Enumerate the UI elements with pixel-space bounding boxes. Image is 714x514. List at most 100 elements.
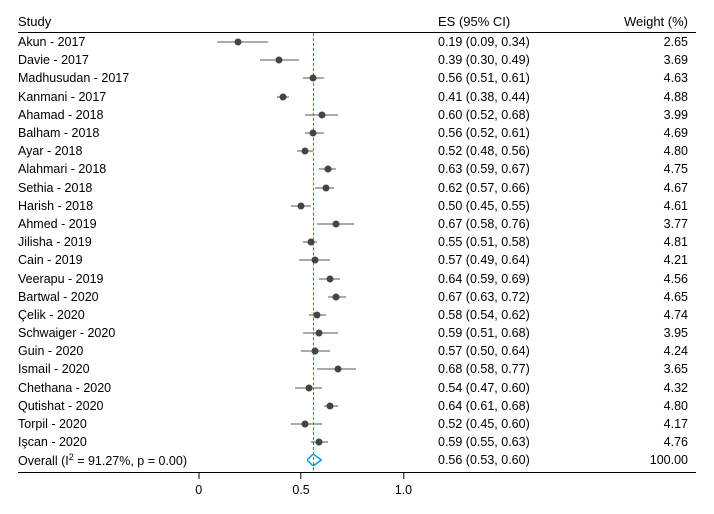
study-plot-cell xyxy=(168,324,428,342)
x-axis: 0 0.5 1.0 xyxy=(18,472,696,513)
point-marker xyxy=(310,130,317,137)
study-label: Çelik - 2020 xyxy=(18,308,168,322)
point-marker xyxy=(316,330,323,337)
study-label: Akun - 2017 xyxy=(18,35,168,49)
weight-value: 4.61 xyxy=(598,199,694,213)
es-value: 0.60 (0.52, 0.68) xyxy=(428,108,598,122)
point-marker xyxy=(310,75,317,82)
study-label: Veerapu - 2019 xyxy=(18,272,168,286)
study-plot-cell xyxy=(168,106,428,124)
study-plot-cell xyxy=(168,233,428,251)
study-row: Qutishat - 20200.64 (0.61, 0.68)4.80 xyxy=(18,397,696,415)
point-marker xyxy=(275,57,282,64)
weight-value: 4.88 xyxy=(598,90,694,104)
study-row: Harish - 2018 0.50 (0.45, 0.55)4.61 xyxy=(18,197,696,215)
study-row: Ahmed - 2019 0.67 (0.58, 0.76)3.77 xyxy=(18,215,696,233)
study-row: Torpil - 20200.52 (0.45, 0.60)4.17 xyxy=(18,415,696,433)
study-label: Ahmed - 2019 xyxy=(18,217,168,231)
tick-line xyxy=(198,473,199,479)
point-marker xyxy=(334,366,341,373)
weight-value: 4.74 xyxy=(598,308,694,322)
study-label: Ismail - 2020 xyxy=(18,362,168,376)
es-value: 0.52 (0.48, 0.56) xyxy=(428,144,598,158)
ci-line xyxy=(217,42,268,43)
study-plot-cell xyxy=(168,179,428,197)
weight-value: 4.69 xyxy=(598,126,694,140)
weight-value: 3.69 xyxy=(598,53,694,67)
es-value: 0.39 (0.30, 0.49) xyxy=(428,53,598,67)
study-plot-cell xyxy=(168,379,428,397)
weight-value: 4.76 xyxy=(598,435,694,449)
study-plot-cell xyxy=(168,160,428,178)
tick-label: 0.5 xyxy=(292,483,309,497)
study-row: Madhusudan - 2017 0.56 (0.51, 0.61)4.63 xyxy=(18,69,696,87)
study-label: Cain - 2019 xyxy=(18,253,168,267)
weight-value: 4.75 xyxy=(598,162,694,176)
study-row: Cain - 20190.57 (0.49, 0.64)4.21 xyxy=(18,251,696,269)
axis-tick: 0 xyxy=(195,473,202,497)
point-marker xyxy=(279,93,286,100)
weight-value: 3.77 xyxy=(598,217,694,231)
study-plot-cell xyxy=(168,142,428,160)
es-value: 0.56 (0.51, 0.61) xyxy=(428,71,598,85)
tick-line xyxy=(403,473,404,479)
weight-value: 4.24 xyxy=(598,344,694,358)
study-label: Işcan - 2020 xyxy=(18,435,168,449)
weight-value: 4.63 xyxy=(598,71,694,85)
study-plot-cell xyxy=(168,124,428,142)
study-row: Jilisha - 20190.55 (0.51, 0.58)4.81 xyxy=(18,233,696,251)
weight-value: 4.67 xyxy=(598,181,694,195)
study-label: Schwaiger - 2020 xyxy=(18,326,168,340)
study-row: Alahmari - 20180.63 (0.59, 0.67)4.75 xyxy=(18,160,696,178)
study-row: Ayar - 20180.52 (0.48, 0.56)4.80 xyxy=(18,142,696,160)
header-row: Study ES (95% CI) Weight (%) xyxy=(18,10,696,33)
header-plot-gap xyxy=(168,10,428,32)
study-plot-cell xyxy=(168,88,428,106)
tick-label: 1.0 xyxy=(395,483,412,497)
point-marker xyxy=(302,148,309,155)
point-marker xyxy=(324,166,331,173)
point-marker xyxy=(316,439,323,446)
study-row: Akun - 20170.19 (0.09, 0.34)2.65 xyxy=(18,33,696,51)
point-marker xyxy=(332,293,339,300)
overall-es-value: 0.56 (0.53, 0.60) xyxy=(428,453,598,467)
study-label: Madhusudan - 2017 xyxy=(18,71,168,85)
study-label: Jilisha - 2019 xyxy=(18,235,168,249)
weight-value: 4.81 xyxy=(598,235,694,249)
study-row: Çelik - 2020 0.58 (0.54, 0.62)4.74 xyxy=(18,306,696,324)
study-plot-cell xyxy=(168,197,428,215)
weight-value: 4.32 xyxy=(598,381,694,395)
point-marker xyxy=(318,111,325,118)
point-marker xyxy=(302,421,309,428)
es-value: 0.67 (0.58, 0.76) xyxy=(428,217,598,231)
study-plot-cell xyxy=(168,433,428,451)
study-label: Bartwal - 2020 xyxy=(18,290,168,304)
es-value: 0.41 (0.38, 0.44) xyxy=(428,90,598,104)
es-value: 0.57 (0.49, 0.64) xyxy=(428,253,598,267)
es-value: 0.50 (0.45, 0.55) xyxy=(428,199,598,213)
es-value: 0.58 (0.54, 0.62) xyxy=(428,308,598,322)
study-row: Chethana - 20200.54 (0.47, 0.60)4.32 xyxy=(18,379,696,397)
point-marker xyxy=(234,39,241,46)
study-plot-cell xyxy=(168,397,428,415)
study-plot-cell xyxy=(168,251,428,269)
es-value: 0.64 (0.61, 0.68) xyxy=(428,399,598,413)
weight-value: 3.99 xyxy=(598,108,694,122)
overall-plot-cell xyxy=(218,451,428,469)
tick-label: 0 xyxy=(195,483,202,497)
study-label: Harish - 2018 xyxy=(18,199,168,213)
overall-weight-value: 100.00 xyxy=(598,453,694,467)
es-value: 0.68 (0.58, 0.77) xyxy=(428,362,598,376)
study-label: Ahamad - 2018 xyxy=(18,108,168,122)
study-label: Ayar - 2018 xyxy=(18,144,168,158)
weight-value: 4.65 xyxy=(598,290,694,304)
study-label: Alahmari - 2018 xyxy=(18,162,168,176)
point-marker xyxy=(332,220,339,227)
study-label: Davie - 2017 xyxy=(18,53,168,67)
axis-tick: 0.5 xyxy=(292,473,309,497)
point-marker xyxy=(312,348,319,355)
weight-value: 4.56 xyxy=(598,272,694,286)
study-plot-cell xyxy=(168,288,428,306)
forest-plot: Study ES (95% CI) Weight (%) Akun - 2017… xyxy=(0,0,714,514)
study-label: Kanmani - 2017 xyxy=(18,90,168,104)
